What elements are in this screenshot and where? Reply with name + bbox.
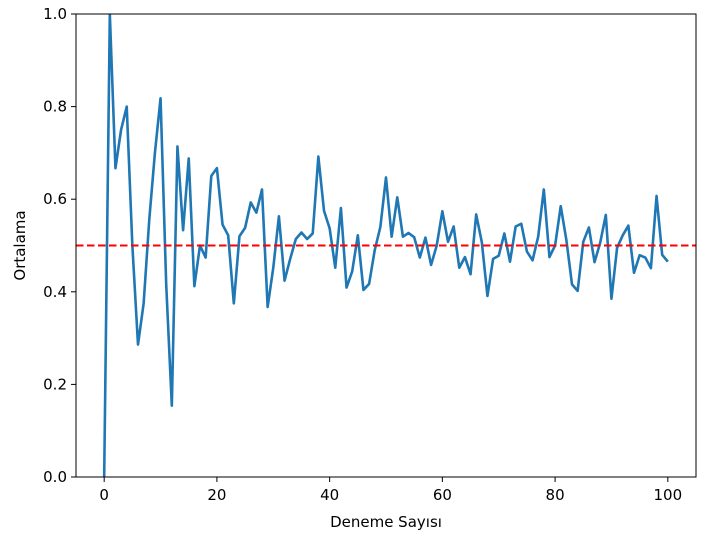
y-tick-label: 0.6 xyxy=(43,190,67,208)
axes-frame xyxy=(75,13,697,478)
x-tick-label: 80 xyxy=(546,486,565,504)
series-line-0 xyxy=(102,14,669,477)
x-tick-label: 20 xyxy=(207,486,226,504)
axis-ticks: 0 20 40 60 80 100 0.0 0.2 0.4 0.6 0.8 1.0 xyxy=(43,5,682,504)
y-tick-label: 0.8 xyxy=(43,98,67,116)
x-tick-label: 40 xyxy=(320,486,339,504)
plot-area xyxy=(75,13,697,478)
y-tick-label: 1.0 xyxy=(43,5,67,23)
y-tick-label: 0.2 xyxy=(43,375,67,393)
y-axis-title: Ortalama xyxy=(11,210,29,280)
x-tick-label: 0 xyxy=(99,486,109,504)
x-axis-title: Deneme Sayısı xyxy=(330,513,442,531)
y-tick-label: 0.0 xyxy=(43,468,67,486)
y-tick-label: 0.4 xyxy=(43,283,67,301)
x-tick-label: 100 xyxy=(653,486,682,504)
x-tick-label: 60 xyxy=(433,486,452,504)
